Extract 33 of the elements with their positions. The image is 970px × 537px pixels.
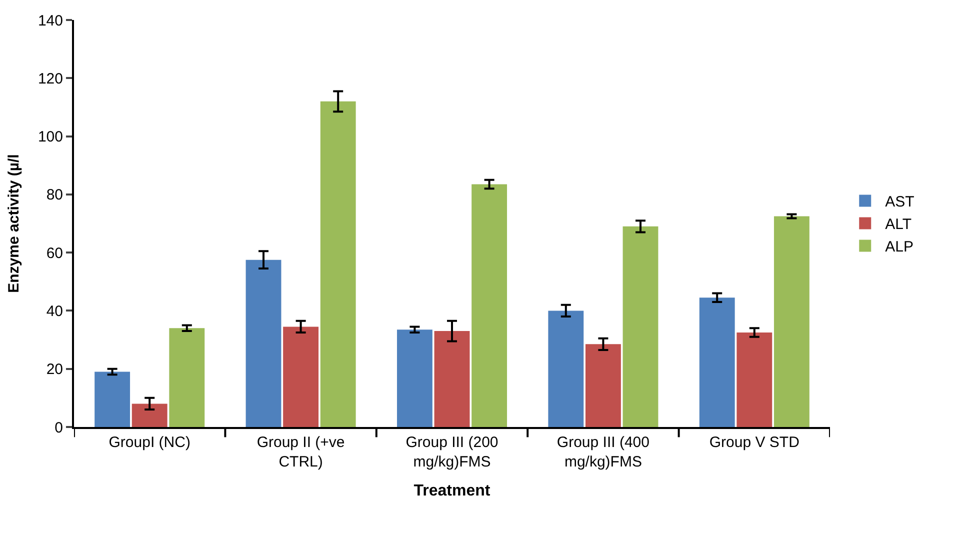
bar (320, 101, 356, 427)
bar (472, 184, 508, 427)
bar (132, 404, 168, 427)
y-tick-label: 60 (46, 244, 63, 262)
x-tick-label: Group V STD (709, 434, 800, 451)
x-tick-label: Group III (200 mg/kg)FMS (406, 434, 498, 470)
x-axis-title: Treatment (414, 482, 491, 500)
bar (548, 310, 584, 427)
y-tick-label: 40 (46, 302, 63, 320)
y-tick-label: 80 (46, 186, 63, 204)
bar (585, 344, 621, 427)
bar (94, 372, 130, 427)
y-tick-label: 100 (38, 128, 63, 146)
y-tick-label: 0 (54, 419, 63, 436)
y-tick-label: 20 (46, 361, 63, 378)
bar (736, 332, 772, 427)
bar (774, 216, 810, 427)
bar (396, 330, 432, 427)
legend-label: AST (885, 194, 914, 211)
y-tick-label: 120 (38, 70, 63, 88)
y-tick-label: 140 (38, 12, 63, 30)
x-tick-label: Group III (400 mg/kg)FMS (556, 434, 650, 470)
bar (434, 331, 470, 427)
x-tick-label: Group II (+ve CTRL) (256, 434, 345, 470)
bar (246, 260, 282, 427)
x-tick-label: GroupI (NC) (108, 434, 190, 451)
bar (622, 226, 658, 427)
bar (169, 328, 205, 427)
legend-label: ALT (885, 216, 912, 234)
bar (699, 298, 735, 427)
bar (283, 326, 319, 427)
y-axis-title: Enzyme activity (µ/l (6, 154, 23, 293)
legend-label: ALP (885, 238, 914, 256)
